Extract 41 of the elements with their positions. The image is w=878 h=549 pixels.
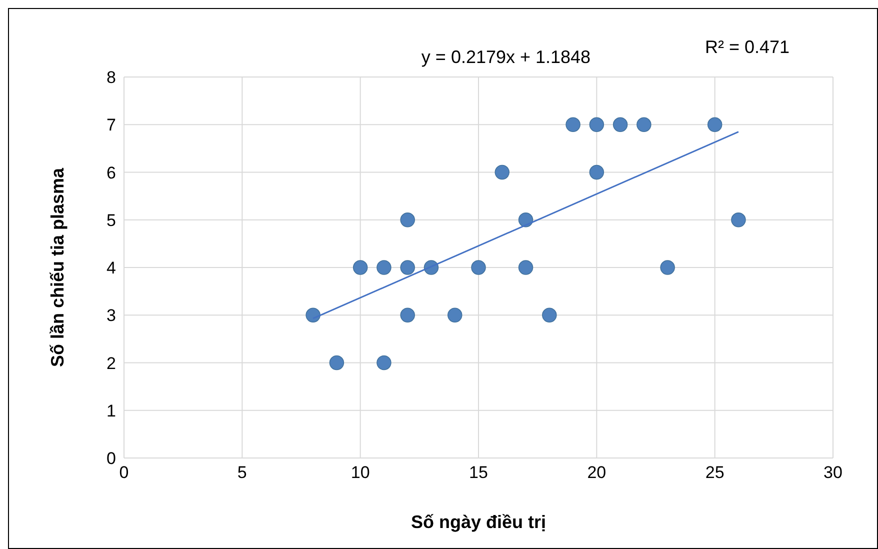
y-tick-label: 5 — [106, 210, 116, 230]
point — [352, 260, 368, 275]
point — [707, 117, 722, 132]
point — [566, 117, 580, 132]
point — [376, 260, 392, 275]
y-tick-label: 3 — [106, 306, 116, 326]
point — [400, 212, 415, 228]
y-tick-label: 2 — [106, 354, 116, 373]
point — [731, 212, 746, 228]
x-tick-label: 20 — [587, 463, 606, 482]
text: R² = 0.471 — [705, 37, 790, 58]
y-tick-label: 0 — [106, 449, 116, 468]
x-tick-label: 0 — [119, 463, 129, 482]
point — [306, 308, 320, 322]
point — [376, 355, 392, 370]
x-tick-label: 10 — [350, 463, 370, 482]
x-tick-label: 25 — [705, 463, 724, 482]
point — [400, 260, 415, 275]
y-tick-label: 8 — [106, 68, 116, 88]
point — [542, 308, 557, 322]
point — [494, 164, 510, 180]
point — [518, 260, 534, 275]
x-axis-title: Số ngày điều trị — [410, 512, 546, 532]
point — [612, 117, 628, 132]
y-tick-label: 7 — [106, 116, 116, 135]
y-tick-label: 6 — [106, 163, 116, 182]
x-tick-label: 5 — [237, 463, 247, 482]
point — [589, 117, 604, 132]
point — [329, 355, 344, 370]
point — [660, 260, 675, 275]
point — [471, 260, 486, 275]
y-tick-label: 4 — [106, 258, 116, 278]
x-tick-label: 30 — [824, 463, 842, 482]
point — [447, 308, 462, 322]
x-tick-label: 15 — [469, 463, 488, 482]
point — [589, 164, 604, 180]
point — [400, 308, 415, 322]
y-tick-label: 1 — [106, 401, 116, 420]
y-axis-title: Số lần chiếu tia plasma — [47, 166, 68, 368]
point — [636, 117, 652, 132]
text: y = 0.2179x + 1.1848 — [421, 47, 591, 68]
